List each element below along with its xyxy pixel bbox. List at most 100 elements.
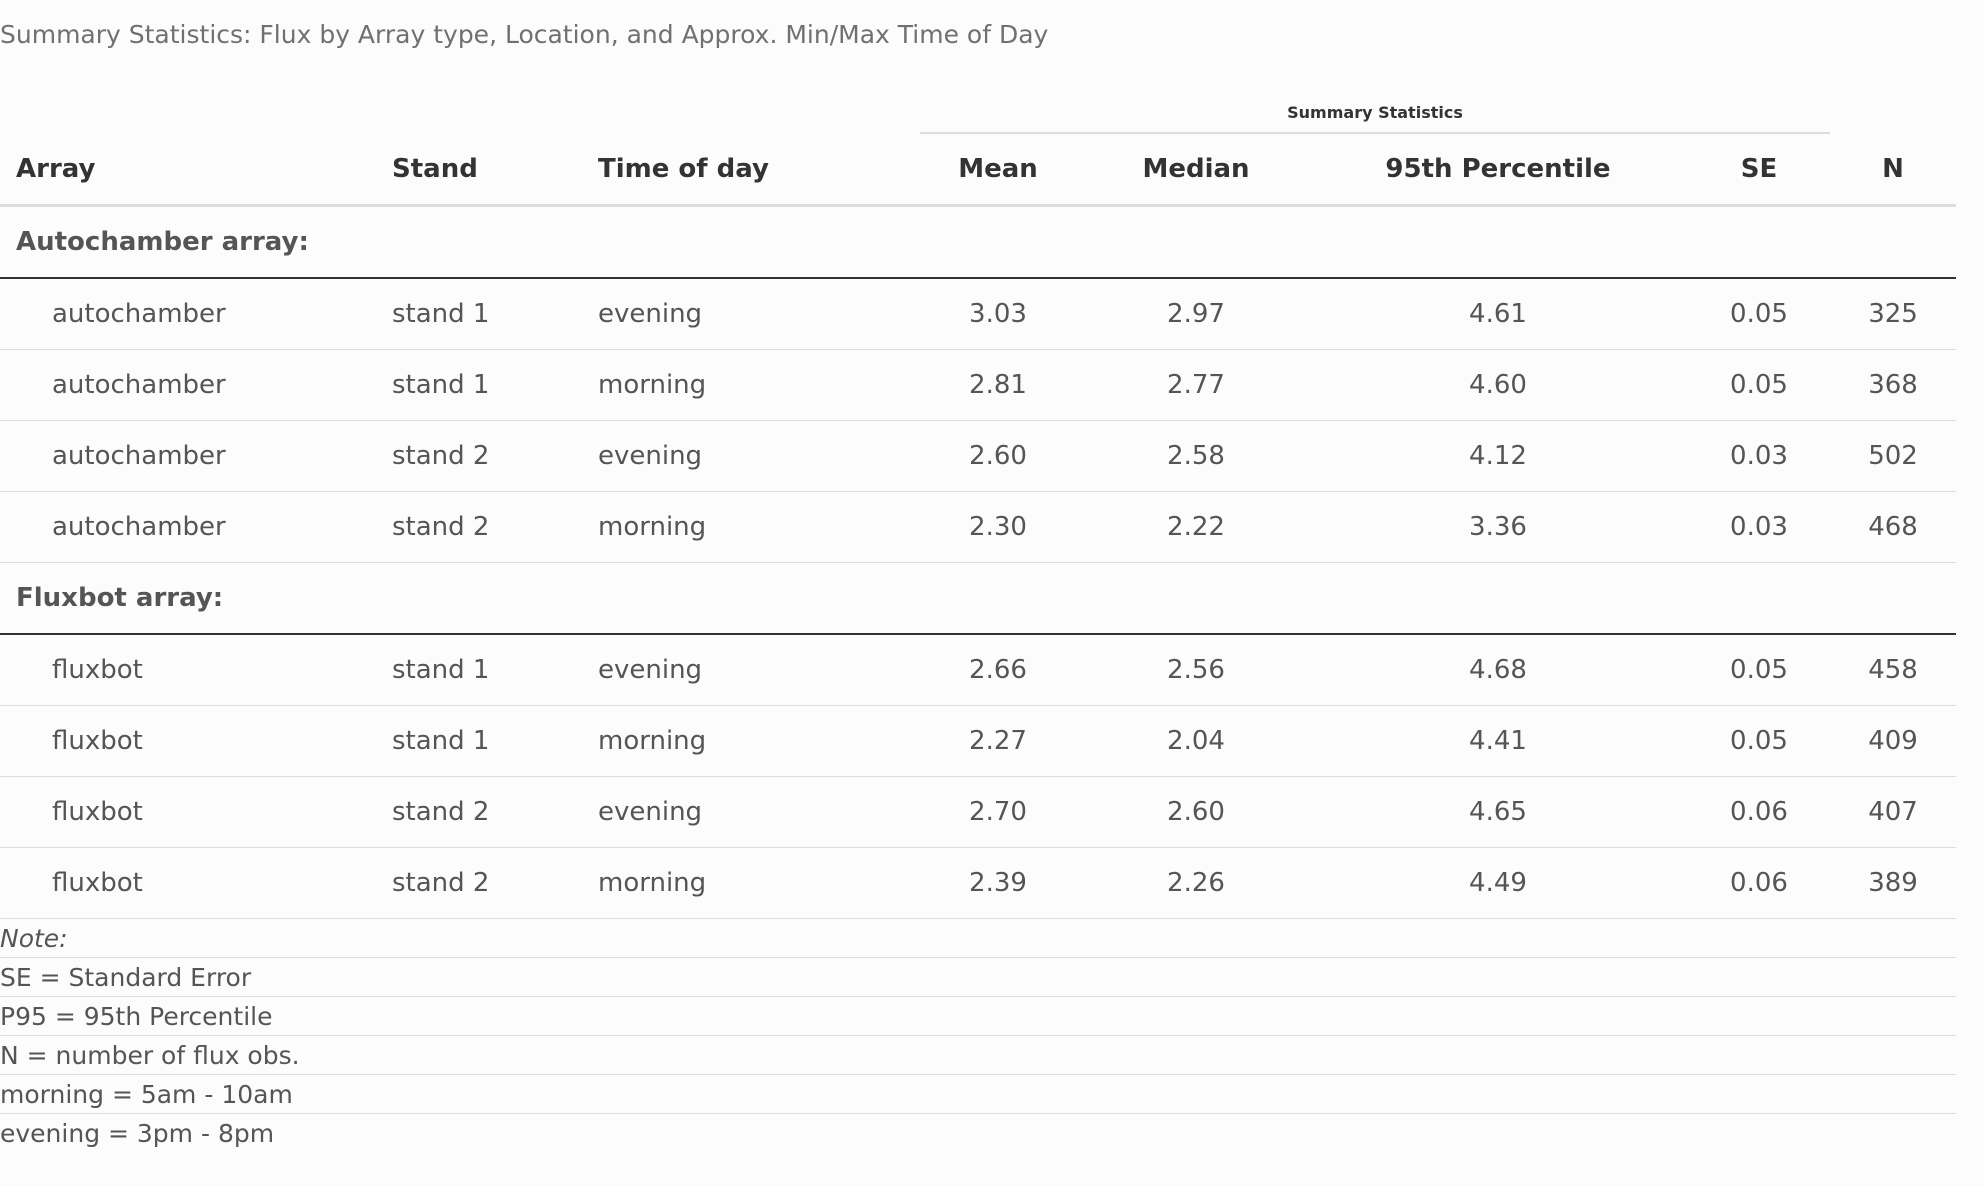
cell-n: 325 [1830,278,1957,350]
table-row: fluxbot stand 2 evening 2.70 2.60 4.65 0… [0,776,1957,848]
note-line: P95 = 95th Percentile [0,996,1957,1036]
note-row: morning = 5am - 10am [0,1074,1957,1114]
note-line: N = number of flux obs. [0,1035,1957,1075]
cell-se: 0.06 [1688,847,1830,919]
cell-p95: 4.49 [1308,847,1688,919]
spanner-summary-statistics: Summary Statistics [920,103,1830,134]
note-row: P95 = 95th Percentile [0,996,1957,1036]
cell-se: 0.03 [1688,420,1830,492]
cell-time: evening [598,420,912,492]
group-row-fluxbot: Fluxbot array: [0,562,1957,635]
note-line: SE = Standard Error [0,957,1957,997]
table-row: autochamber stand 2 morning 2.30 2.22 3.… [0,491,1957,563]
cell-n: 468 [1830,491,1957,563]
cell-time: evening [598,278,912,350]
cell-array: autochamber [0,278,392,350]
note-line: morning = 5am - 10am [0,1074,1957,1114]
col-header-mean: Mean [912,134,1084,207]
summary-statistics-table: Summary Statistics Array Stand Time of d… [0,70,1957,1153]
col-header-time-of-day: Time of day [598,134,912,207]
col-header-se: SE [1688,134,1830,207]
cell-stand: stand 2 [392,776,598,848]
table-row: autochamber stand 1 morning 2.81 2.77 4.… [0,349,1957,421]
table-row: autochamber stand 1 evening 3.03 2.97 4.… [0,278,1957,350]
col-header-n: N [1830,134,1957,207]
cell-median: 2.58 [1084,420,1308,492]
table-row: autochamber stand 2 evening 2.60 2.58 4.… [0,420,1957,492]
col-header-median: Median [1084,134,1308,207]
note-line: evening = 3pm - 8pm [0,1118,275,1148]
table-row: fluxbot stand 2 morning 2.39 2.26 4.49 0… [0,847,1957,919]
note-title: Note: [0,918,1957,958]
cell-array: autochamber [0,349,392,421]
cell-median: 2.77 [1084,349,1308,421]
cell-stand: stand 1 [392,278,598,350]
cell-p95: 4.12 [1308,420,1688,492]
table-row: fluxbot stand 1 evening 2.66 2.56 4.68 0… [0,634,1957,706]
cell-stand: stand 1 [392,634,598,706]
note-row: SE = Standard Error [0,957,1957,997]
cell-time: morning [598,491,912,563]
cell-stand: stand 2 [392,491,598,563]
cell-median: 2.26 [1084,847,1308,919]
cell-mean: 2.39 [912,847,1084,919]
column-header-row: Array Stand Time of day Mean Median 95th… [0,134,1957,207]
cell-n: 409 [1830,705,1957,777]
cell-se: 0.05 [1688,634,1830,706]
cell-mean: 2.70 [912,776,1084,848]
cell-time: evening [598,776,912,848]
cell-median: 2.22 [1084,491,1308,563]
cell-se: 0.05 [1688,349,1830,421]
cell-median: 2.60 [1084,776,1308,848]
cell-time: morning [598,705,912,777]
cell-stand: stand 2 [392,847,598,919]
cell-time: morning [598,349,912,421]
cell-array: fluxbot [0,705,392,777]
col-header-array: Array [0,134,392,207]
cell-time: morning [598,847,912,919]
col-header-p95: 95th Percentile [1308,134,1688,207]
cell-n: 407 [1830,776,1957,848]
cell-time: evening [598,634,912,706]
note-row: evening = 3pm - 8pm [0,1114,1956,1153]
cell-se: 0.05 [1688,705,1830,777]
cell-mean: 2.27 [912,705,1084,777]
summary-table-container: Summary Statistics: Flux by Array type, … [0,20,1957,1153]
cell-stand: stand 1 [392,705,598,777]
cell-median: 2.97 [1084,278,1308,350]
cell-n: 368 [1830,349,1957,421]
cell-n: 458 [1830,634,1957,706]
cell-se: 0.03 [1688,491,1830,563]
cell-median: 2.04 [1084,705,1308,777]
cell-mean: 2.60 [912,420,1084,492]
cell-se: 0.05 [1688,278,1830,350]
cell-stand: stand 1 [392,349,598,421]
cell-mean: 2.66 [912,634,1084,706]
table-caption: Summary Statistics: Flux by Array type, … [0,20,1049,49]
cell-mean: 2.81 [912,349,1084,421]
cell-se: 0.06 [1688,776,1830,848]
cell-mean: 3.03 [912,278,1084,350]
cell-median: 2.56 [1084,634,1308,706]
cell-p95: 4.68 [1308,634,1688,706]
cell-p95: 4.41 [1308,705,1688,777]
cell-p95: 4.61 [1308,278,1688,350]
cell-array: autochamber [0,420,392,492]
cell-mean: 2.30 [912,491,1084,563]
group-label: Autochamber array: [0,205,1957,279]
table-row: fluxbot stand 1 morning 2.27 2.04 4.41 0… [0,705,1957,777]
cell-p95: 3.36 [1308,491,1688,563]
cell-array: autochamber [0,491,392,563]
note-title-row: Note: [0,918,1957,958]
spanner-row: Summary Statistics [0,70,1956,134]
cell-array: fluxbot [0,776,392,848]
col-header-stand: Stand [392,134,598,207]
cell-array: fluxbot [0,634,392,706]
cell-array: fluxbot [0,847,392,919]
cell-p95: 4.65 [1308,776,1688,848]
cell-stand: stand 2 [392,420,598,492]
group-label: Fluxbot array: [0,562,1957,635]
cell-p95: 4.60 [1308,349,1688,421]
cell-n: 389 [1830,847,1957,919]
note-row: N = number of flux obs. [0,1035,1957,1075]
